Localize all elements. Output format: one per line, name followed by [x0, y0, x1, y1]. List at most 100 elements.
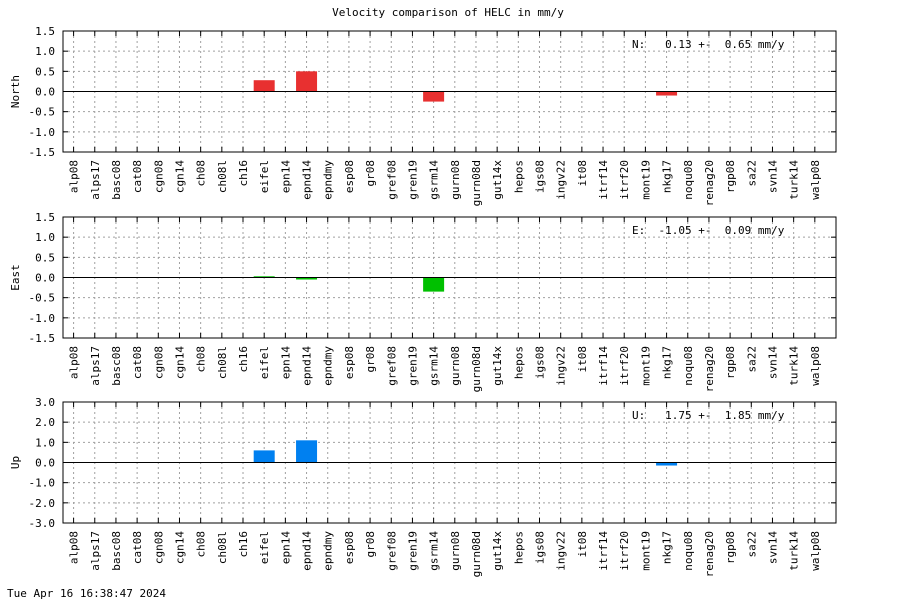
x-tick-label: hepos [512, 346, 525, 379]
y-tick-label: 1.5 [35, 211, 55, 224]
x-tick-label: cgn14 [173, 531, 186, 564]
x-tick-label: turk14 [788, 160, 801, 200]
x-tick-label: walp08 [809, 160, 822, 200]
x-tick-label: esp08 [343, 346, 356, 379]
x-tick-label: rgp08 [724, 531, 737, 564]
x-tick-label: gurn08d [470, 160, 483, 206]
x-tick-label: gurn08 [449, 531, 462, 571]
x-tick-label: sa22 [745, 531, 758, 558]
bar-epnd14 [296, 277, 318, 280]
x-tick-label: nkg17 [661, 531, 674, 564]
y-tick-label: -1.0 [29, 126, 56, 139]
y-axis-label: North [9, 75, 22, 108]
x-tick-label: epn14 [279, 531, 292, 564]
x-tick-label: svn14 [766, 160, 779, 193]
panel-n: 1.5 1.0 0.5 0.0 -0.5 -1.0 -1.5 alp08 alps17 basc0… [9, 25, 837, 206]
x-tick-label: svn14 [766, 346, 779, 379]
y-tick-label: 0.5 [35, 251, 55, 264]
x-tick-label: it08 [576, 531, 589, 558]
x-tick-label: nkg17 [661, 346, 674, 379]
x-tick-label: it08 [576, 160, 589, 187]
x-tick-label: epnd14 [301, 531, 314, 571]
x-tick-label: gr08 [364, 346, 377, 373]
x-tick-label: ch08 [195, 531, 208, 558]
y-tick-label: 2.0 [35, 416, 55, 429]
x-tick-label: ch08 [195, 160, 208, 187]
x-tick-label: igs08 [534, 160, 547, 193]
bar-eifel [253, 80, 275, 92]
x-tick-label: epn14 [279, 160, 292, 193]
x-tick-label: eifel [258, 346, 271, 379]
stats-annotation: N: 0.13 +- 0.65 mm/y [632, 38, 785, 51]
x-tick-label: igs08 [534, 531, 547, 564]
x-tick-label: gurn08 [449, 346, 462, 386]
x-tick-label: gurn08d [470, 346, 483, 392]
x-tick-label: mont19 [639, 160, 652, 200]
stats-annotation: E: -1.05 +- 0.09 mm/y [632, 224, 785, 237]
x-tick-label: epnd14 [301, 160, 314, 200]
y-tick-label: -1.5 [29, 146, 56, 159]
chart-title: Velocity comparison of HELC in mm/y [332, 6, 564, 19]
x-tick-label: gurn08 [449, 160, 462, 200]
x-tick-label: gref08 [385, 346, 398, 386]
x-tick-label: esp08 [343, 160, 356, 193]
bar-epnd14 [296, 71, 318, 92]
x-tick-label: cgn08 [152, 160, 165, 193]
x-tick-label: cgn14 [173, 160, 186, 193]
x-tick-label: alp08 [68, 346, 81, 379]
x-tick-label: rgp08 [724, 346, 737, 379]
x-tick-label: nkg17 [661, 160, 674, 193]
x-tick-label: epn14 [279, 346, 292, 379]
x-tick-label: cgn14 [173, 346, 186, 379]
x-tick-label: svn14 [766, 531, 779, 564]
x-tick-label: ch08l [216, 160, 229, 193]
chart-panels: 1.5 1.0 0.5 0.0 -0.5 -1.0 -1.5 alp08 alps17 basc0… [9, 25, 837, 577]
x-tick-label: alps17 [89, 531, 102, 571]
x-tick-label: basc08 [110, 531, 123, 571]
y-tick-label: 1.0 [35, 45, 55, 58]
x-tick-label: epndmy [322, 531, 335, 571]
x-tick-label: cat08 [131, 531, 144, 564]
y-tick-label: 0.0 [35, 86, 55, 99]
y-axis-label: East [9, 264, 22, 291]
x-tick-label: gut14x [491, 531, 504, 571]
x-tick-label: walp08 [809, 531, 822, 571]
x-tick-label: gren19 [406, 160, 419, 200]
x-tick-label: eifel [258, 160, 271, 193]
bar-nkg17 [656, 91, 678, 96]
x-tick-label: cgn08 [152, 346, 165, 379]
timestamp: Tue Apr 16 16:38:47 2024 [7, 587, 166, 600]
x-tick-label: hepos [512, 160, 525, 193]
x-tick-label: gsrm14 [428, 531, 441, 571]
y-tick-label: -1.5 [29, 332, 56, 345]
x-tick-label: gref08 [385, 531, 398, 571]
x-tick-label: itrf14 [597, 346, 610, 386]
bar-eifel [253, 450, 275, 463]
y-tick-label: 3.0 [35, 396, 55, 409]
x-tick-label: renag20 [703, 531, 716, 577]
panel-e: 1.5 1.0 0.5 0.0 -0.5 -1.0 -1.5 alp08 alps17 basc0… [9, 211, 837, 392]
x-tick-label: epnd14 [301, 346, 314, 386]
x-tick-label: turk14 [788, 531, 801, 571]
panel-u: 3.0 2.0 1.0 0.0 -1.0 -2.0 -3.0 alp08 alps17 basc0… [9, 396, 837, 577]
x-tick-label: gsrm14 [428, 160, 441, 200]
x-tick-label: basc08 [110, 346, 123, 386]
x-tick-label: mont19 [639, 346, 652, 386]
y-tick-label: 0.0 [35, 457, 55, 470]
x-tick-label: ch08l [216, 531, 229, 564]
x-tick-label: sa22 [745, 346, 758, 373]
x-tick-label: itrf14 [597, 160, 610, 200]
x-tick-label: gr08 [364, 160, 377, 187]
bar-gsrm14 [423, 277, 445, 292]
x-tick-label: alps17 [89, 160, 102, 200]
y-tick-label: 1.5 [35, 25, 55, 38]
y-tick-label: 1.0 [35, 231, 55, 244]
x-tick-label: epndmy [322, 160, 335, 200]
x-tick-label: renag20 [703, 346, 716, 392]
plot-frame [62, 401, 837, 524]
x-tick-label: gsrm14 [428, 346, 441, 386]
y-tick-label: 0.0 [35, 272, 55, 285]
x-tick-label: itrf20 [618, 531, 631, 571]
x-tick-label: noqu08 [682, 346, 695, 386]
